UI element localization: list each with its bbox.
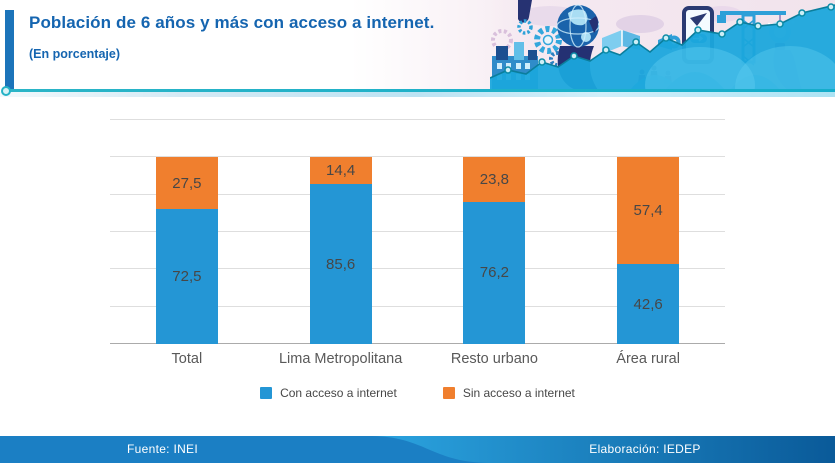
value-label: 57,4 [633, 202, 663, 220]
page-subtitle: (En porcentaje) [29, 47, 120, 61]
bar-segment: 85,6 [309, 184, 372, 344]
category-label: Resto urbano [450, 351, 538, 367]
divider-shadow [0, 92, 835, 97]
x-axis-baseline [110, 343, 725, 344]
value-label: 14,4 [326, 162, 356, 180]
legend-swatch-icon [442, 387, 455, 399]
bar-segment: 57,4 [617, 157, 680, 265]
header: Población de 6 años y más con acceso a i… [0, 0, 835, 90]
divider-line [5, 89, 835, 92]
footer: Fuente: INEI Elaboración: IEDEP [0, 436, 835, 463]
category-label: Lima Metropolitana [278, 351, 403, 367]
legend-item: Sin acceso a internet [442, 386, 575, 400]
footer-band [0, 436, 835, 463]
legend-swatch-icon [260, 387, 273, 399]
gridline [110, 305, 725, 307]
bar-segment: 23,8 [463, 157, 526, 202]
value-label: 23,8 [479, 171, 509, 189]
divider-dot [1, 86, 11, 96]
title-accent-bar [5, 10, 14, 90]
legend-label: Con acceso a internet [280, 386, 397, 400]
page-title: Población de 6 años y más con acceso a i… [29, 13, 435, 32]
category-row: Total Lima Metropolitana Resto urbano Área … [110, 351, 725, 371]
bar-segment: 76,2 [463, 201, 526, 344]
gridline [110, 231, 725, 232]
gridline [110, 119, 725, 120]
value-label: 27,5 [172, 174, 202, 192]
value-label: 76,2 [479, 264, 509, 282]
footer-elaboration: Elaboración: IEDEP [589, 442, 701, 456]
category-label: Área rural [616, 351, 680, 367]
gridline [110, 268, 725, 270]
gear-icon [491, 26, 565, 67]
legend-item: Con acceso a internet [260, 386, 397, 400]
value-label: 85,6 [326, 255, 356, 273]
gridline [110, 193, 725, 195]
bar-segment: 27,5 [155, 157, 218, 209]
value-label: 72,5 [172, 267, 202, 285]
category-label: Total [171, 351, 203, 367]
plot-area: 72,5 27,5 85,6 14,4 76,2 23,8 42,6 57,4 [110, 119, 725, 344]
bar-segment: 72,5 [155, 208, 218, 344]
chart-legend: Con acceso a internet Sin acceso a intern… [0, 386, 835, 400]
gridline [110, 156, 725, 158]
bar-segment: 14,4 [309, 157, 372, 185]
header-illustration [490, 0, 835, 90]
legend-label: Sin acceso a internet [462, 386, 575, 400]
value-label: 42,6 [633, 295, 663, 313]
hand-icon [517, 0, 533, 35]
footer-source: Fuente: INEI [127, 442, 198, 456]
growth-chart-icon [490, 3, 835, 90]
bar-segment: 42,6 [617, 264, 680, 344]
